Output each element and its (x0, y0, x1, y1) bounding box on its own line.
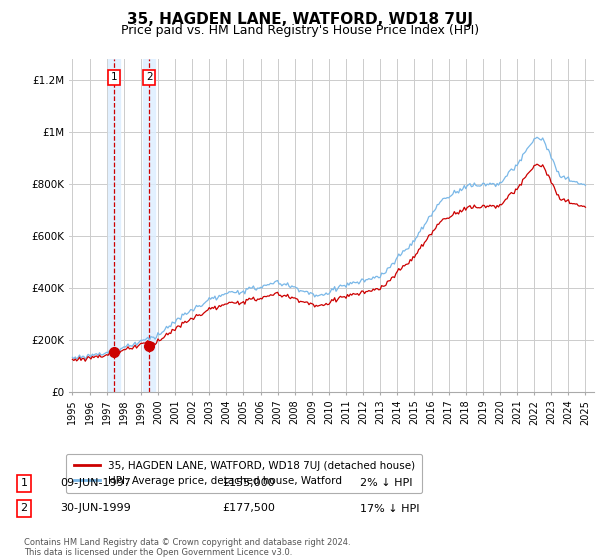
Text: 1: 1 (111, 72, 118, 82)
Legend: 35, HAGDEN LANE, WATFORD, WD18 7UJ (detached house), HPI: Average price, detache: 35, HAGDEN LANE, WATFORD, WD18 7UJ (deta… (67, 454, 422, 493)
Text: 1: 1 (20, 478, 28, 488)
Text: 2% ↓ HPI: 2% ↓ HPI (360, 478, 413, 488)
Text: 2: 2 (146, 72, 152, 82)
Text: 2: 2 (20, 503, 28, 514)
Text: Contains HM Land Registry data © Crown copyright and database right 2024.
This d: Contains HM Land Registry data © Crown c… (24, 538, 350, 557)
Text: 35, HAGDEN LANE, WATFORD, WD18 7UJ: 35, HAGDEN LANE, WATFORD, WD18 7UJ (127, 12, 473, 27)
Bar (143, 59, 155, 392)
Text: £155,000: £155,000 (222, 478, 275, 488)
Bar (108, 59, 120, 392)
Text: Price paid vs. HM Land Registry's House Price Index (HPI): Price paid vs. HM Land Registry's House … (121, 24, 479, 36)
Text: £177,500: £177,500 (222, 503, 275, 514)
Text: 09-JUN-1997: 09-JUN-1997 (60, 478, 131, 488)
Text: 30-JUN-1999: 30-JUN-1999 (60, 503, 131, 514)
Text: 17% ↓ HPI: 17% ↓ HPI (360, 503, 419, 514)
